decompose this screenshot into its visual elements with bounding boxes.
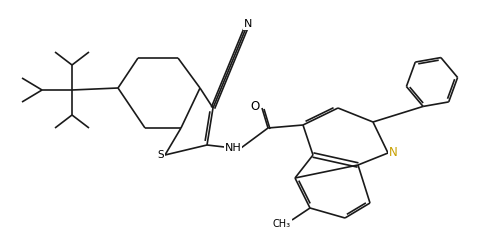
Text: NH: NH xyxy=(225,143,242,153)
Text: S: S xyxy=(157,150,164,160)
Text: CH₃: CH₃ xyxy=(273,219,291,229)
Text: O: O xyxy=(250,100,260,113)
Text: N: N xyxy=(389,147,398,160)
Text: N: N xyxy=(244,19,252,29)
